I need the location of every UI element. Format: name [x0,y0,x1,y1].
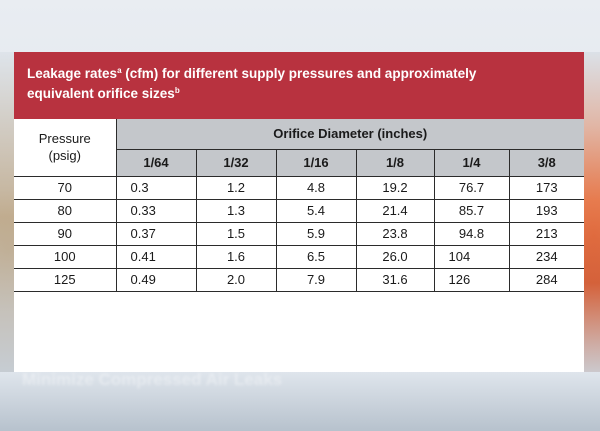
leak-rate-cell: 0.33 [116,199,197,223]
orifice-size-header: 1/64 [116,149,197,177]
leak-rate-cell: 284 [509,268,584,292]
leak-rate-cell: 0.3 [116,176,197,200]
leak-rate-cell: 5.4 [276,199,357,223]
leak-rate-cell: 1.5 [196,222,277,246]
leak-rate-cell: 94.8 [434,222,510,246]
orifice-diameter-header: Orifice Diameter (inches) [116,119,584,150]
table-row: 80 0.33 1.3 5.4 21.4 85.7 193 [14,199,584,223]
leak-rate-cell: 31.6 [356,268,435,292]
leak-rate-cell: 23.8 [356,222,435,246]
leak-rate-cell: 2.0 [196,268,277,292]
background-left-strip [0,52,15,382]
table-row: 100 0.41 1.6 6.5 26.0 104 234 [14,245,584,269]
table-row: 90 0.37 1.5 5.9 23.8 94.8 213 [14,222,584,246]
pressure-cell: 90 [14,222,117,246]
orifice-size-header: 3/8 [509,149,584,177]
leak-rate-cell: 6.5 [276,245,357,269]
background-bottom-band [0,372,600,431]
background-caption: Minimize Compressed Air Leaks [22,370,283,389]
leak-rate-cell: 0.49 [116,268,197,292]
title-line-2: equivalent orifice sizesb [27,86,180,101]
leak-rate-cell: 234 [509,245,584,269]
pressure-column-header: Pressure (psig) [14,119,117,177]
table-row: 70 0.3 1.2 4.8 19.2 76.7 173 [14,176,584,200]
leak-rate-cell: 0.37 [116,222,197,246]
orifice-size-header: 1/32 [196,149,277,177]
leak-rate-cell: 193 [509,199,584,223]
orifice-size-header: 1/8 [356,149,435,177]
leak-rate-cell: 19.2 [356,176,435,200]
leak-rate-cell: 7.9 [276,268,357,292]
orifice-size-header: 1/16 [276,149,357,177]
leak-rate-cell: 5.9 [276,222,357,246]
leak-rate-cell: 4.8 [276,176,357,200]
leak-rate-cell: 85.7 [434,199,510,223]
leak-rate-cell: 1.2 [196,176,277,200]
leak-rate-cell: 1.6 [196,245,277,269]
leak-rate-cell: 104 [434,245,510,269]
background-right-strip [584,52,600,382]
orifice-size-header: 1/4 [434,149,510,177]
pressure-cell: 70 [14,176,117,200]
leakage-table: Pressure (psig) Orifice Diameter (inches… [14,119,584,292]
table-row: 125 0.49 2.0 7.9 31.6 126 284 [14,268,584,292]
leak-rate-cell: 1.3 [196,199,277,223]
leak-rate-cell: 26.0 [356,245,435,269]
orifice-size-header-row: 1/64 1/32 1/16 1/8 1/4 3/8 [14,149,584,177]
pressure-cell: 125 [14,268,117,292]
leak-rate-cell: 213 [509,222,584,246]
leakage-rate-card: Leakage ratesa (cfm) for different suppl… [14,52,584,372]
leak-rate-cell: 126 [434,268,510,292]
pressure-cell: 80 [14,199,117,223]
leak-rate-cell: 76.7 [434,176,510,200]
leak-rate-cell: 173 [509,176,584,200]
title-line-1: Leakage ratesa (cfm) for different suppl… [27,66,477,81]
pressure-cell: 100 [14,245,117,269]
table-title: Leakage ratesa (cfm) for different suppl… [14,52,584,119]
leak-rate-cell: 0.41 [116,245,197,269]
leak-rate-cell: 21.4 [356,199,435,223]
